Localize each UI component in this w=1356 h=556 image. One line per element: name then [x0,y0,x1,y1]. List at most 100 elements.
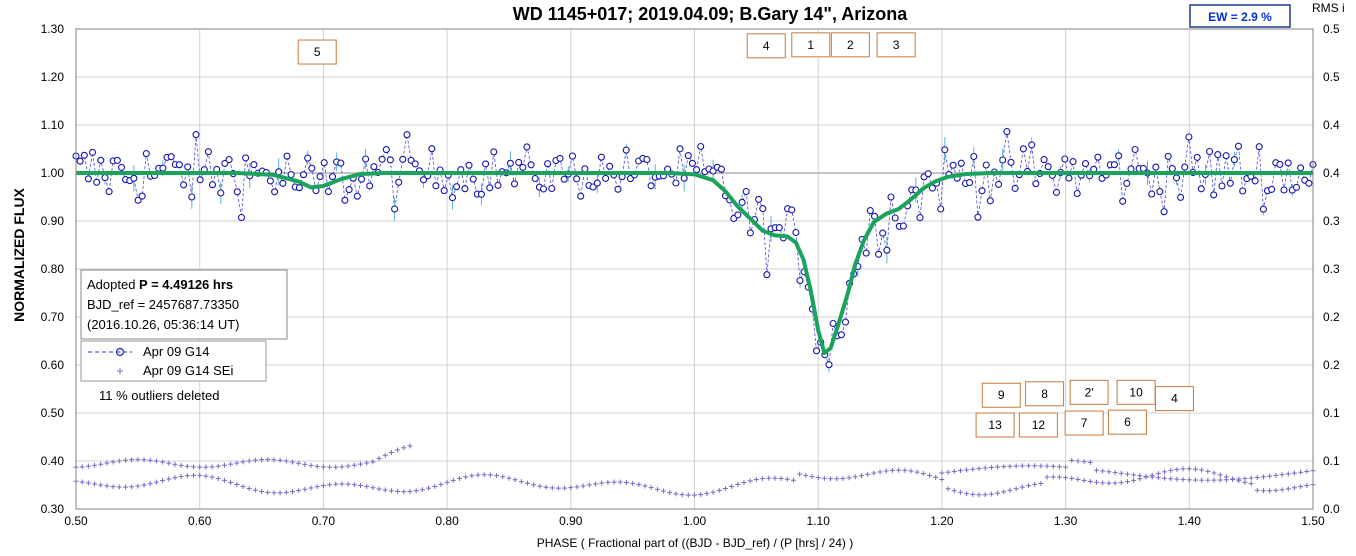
rms-point [135,483,141,489]
rms-point [358,461,364,467]
rms-point [401,489,407,495]
flux-point [866,207,874,215]
dip-label: 3 [876,32,916,58]
rms-point [382,487,388,493]
rms-point [197,464,203,470]
rms-point [246,486,252,492]
rms-point [160,459,166,465]
flux-point [788,206,796,214]
rms-point [1236,476,1242,482]
x-tick-label: 1.30 [1054,514,1078,528]
flux-point [879,229,887,237]
rms-point [970,466,976,472]
rms-point [395,488,401,494]
rms-point [698,492,704,498]
flux-point [419,176,428,184]
dip-label-box [1064,410,1104,436]
flux-point [403,131,411,139]
rms-point [234,481,240,487]
dip-label: 5 [297,39,337,65]
rms-point [1205,477,1211,483]
flux-point [378,155,386,163]
flux-point [1206,147,1214,156]
rms-point [1137,473,1143,479]
rms-point [654,486,660,492]
rms-point [358,483,364,489]
flux-point [622,146,630,154]
x-tick-label: 0.60 [188,514,212,528]
flux-point [775,224,783,232]
rms-point [1124,471,1130,477]
flux-point [469,175,477,183]
y2-tick-label: 0.5 [1323,22,1340,36]
rms-point [178,462,184,468]
rms-point [964,491,970,497]
flux-point [841,318,850,326]
flux-point [88,148,97,156]
rms-point [1032,463,1038,469]
dip-label-text: 5 [314,45,321,59]
rms-point [419,487,425,493]
rms-point [302,486,308,492]
flux-point [295,184,303,192]
flux-point [353,192,361,200]
rms-point [1291,470,1297,476]
rms-point [197,472,203,478]
flux-point [597,153,605,161]
rms-point [673,491,679,497]
flux-point [304,154,312,162]
flux-point [1251,177,1259,185]
flux-point [134,196,142,204]
flux-point [1218,182,1226,190]
rms-point [568,485,574,491]
flux-point [1065,174,1073,182]
rms-point [1304,483,1310,489]
dip-label-text: 2 [847,38,854,52]
rms-point [543,484,549,490]
rms-point [1001,489,1007,495]
rms-point [401,445,407,451]
flux-point [399,155,407,163]
flux-point [1003,128,1011,136]
flux-point [1123,179,1131,187]
flux-point [428,145,436,153]
rms-point [382,452,388,458]
flux-point [999,156,1007,164]
legend-rms-label: Apr 09 G14 SEi [143,363,233,378]
rms-point [85,480,91,486]
flux-point [324,188,332,196]
flux-point [837,331,845,339]
rms-point [716,487,722,493]
flux-point [1214,151,1222,159]
rms-point [611,479,617,485]
flux-point [978,187,986,195]
rms-point [1192,466,1198,472]
rms-point [642,483,648,489]
rms-point [407,488,413,494]
y2-tick-label: 0.1 [1323,406,1340,420]
flux-point [527,161,535,169]
dip-label-box [975,412,1015,438]
flux-point [461,185,469,193]
rms-point [617,479,623,485]
flux-point [515,158,523,166]
rms-point [388,488,394,494]
rms-point [525,480,531,486]
dip-label-box [1018,412,1058,438]
y-tick-label: 1.30 [41,22,65,36]
rms-point [1032,481,1038,487]
rms-point [945,469,951,475]
rms-point [790,477,796,483]
dip-label: 2' [1069,379,1109,405]
rms-point [1050,463,1056,469]
rms-point [1100,468,1106,474]
rms-point [141,482,147,488]
flux-point [606,162,614,170]
rms-point [215,463,221,469]
flux-point [949,161,957,169]
flux-point [279,179,287,187]
rms-point [104,483,110,489]
flux-point [1284,159,1292,167]
rms-point [110,484,116,490]
